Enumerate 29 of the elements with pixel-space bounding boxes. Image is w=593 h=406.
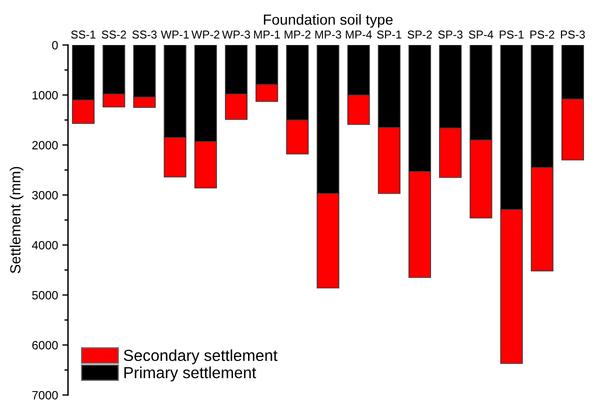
x-tick-label: SS-2: [102, 30, 126, 39]
x-tick-label: WP-3: [222, 30, 250, 39]
x-tick-label: SS-1: [71, 30, 96, 39]
x-tick-label: WP-2: [191, 30, 220, 38]
x-tick-label: MP-1: [254, 30, 280, 38]
x-tick-label: SP-2: [408, 30, 432, 39]
y-tick-label: 6000: [32, 340, 58, 350]
x-tick-label: PS-2: [530, 30, 554, 39]
x-tick-label: MP-2: [284, 30, 310, 38]
x-tick-label: SP-3: [438, 30, 463, 39]
x-tick-label: SS-3: [132, 30, 157, 39]
x-axis-title: Foundation soil type: [264, 14, 393, 28]
x-tick-label: SP-4: [468, 30, 494, 39]
x-tick-label: MP-3: [315, 30, 342, 39]
legend-label: Primary settlement: [124, 366, 256, 382]
y-tick-label: 3000: [32, 190, 58, 200]
legend-label: Secondary settlement: [124, 349, 278, 364]
y-axis-title: Settlement (mm): [10, 167, 24, 274]
y-tick-label: 4000: [32, 240, 58, 250]
y-tick-label: 1000: [32, 90, 58, 100]
y-tick-label: 5000: [32, 290, 58, 300]
y-tick-label: 2000: [32, 140, 58, 150]
x-tick-label: PS-1: [500, 30, 524, 39]
x-tick-label: PS-3: [560, 30, 585, 39]
x-tick-label: WP-1: [160, 30, 189, 38]
y-tick-label: 7000: [32, 390, 58, 400]
x-tick-label: SP-1: [377, 30, 402, 39]
x-tick-label: MP-4: [346, 30, 372, 38]
y-tick-label: 0: [52, 40, 58, 50]
